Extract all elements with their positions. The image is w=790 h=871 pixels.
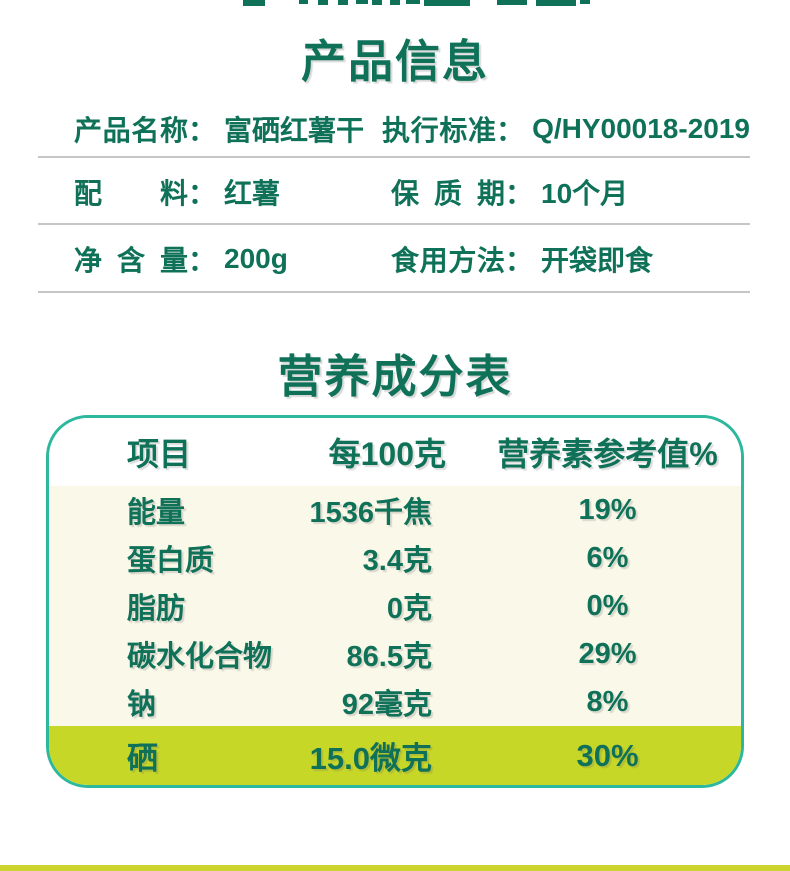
net-weight-label: 净含量	[74, 244, 188, 276]
nutrition-row-sodium: 钠 92毫克 8%	[49, 678, 741, 726]
header-item: 项目	[127, 436, 192, 472]
usage-cell: 食用方法： 开袋即食	[391, 239, 750, 279]
colon: ：	[188, 244, 217, 276]
item-nrv: 19%	[578, 493, 637, 526]
next-section-edge-strip	[0, 865, 790, 871]
nutrition-header-row: 项目 每100克 营养素参考值%	[49, 418, 741, 486]
item-name: 能量	[127, 497, 186, 529]
standard-label: 执行标准	[382, 114, 497, 146]
item-nrv: 30%	[576, 737, 639, 773]
nutrition-row-selenium-highlight: 硒 15.0微克 30%	[49, 726, 741, 785]
shelf-life-cell: 保质期： 10个月	[391, 172, 750, 212]
net-weight-cell: 净含量： 200g	[40, 239, 391, 279]
item-amount: 1536千焦	[309, 497, 432, 529]
nutrition-row-fat: 脂肪 0克 0%	[49, 582, 741, 630]
header-nrv: 营养素参考值%	[497, 436, 718, 472]
clipped-previous-section-remnant	[0, 0, 790, 7]
item-nrv: 29%	[578, 637, 637, 670]
product-name-value: 富硒红薯干	[224, 114, 365, 146]
product-info-row: 净含量： 200g 食用方法： 开袋即食	[40, 226, 750, 291]
nutrition-facts-table: 项目 每100克 营养素参考值% 能量 1536千焦 19% 蛋白质 3.4克 …	[46, 415, 744, 788]
nutrition-row-energy: 能量 1536千焦 19%	[49, 486, 741, 534]
item-name: 碳水化合物	[127, 641, 273, 673]
standard-value: Q/HY00018-2019	[532, 112, 750, 144]
product-info-row: 配料： 红薯 保质期： 10个月	[40, 160, 750, 223]
item-nrv: 0%	[586, 589, 629, 622]
item-name: 蛋白质	[127, 545, 215, 577]
section-title-nutrition: 营养成分表	[277, 351, 513, 402]
item-amount: 3.4克	[362, 545, 432, 577]
row-divider	[38, 156, 750, 158]
shelf-life-label: 保质期	[391, 177, 505, 209]
item-amount: 92毫克	[341, 689, 432, 721]
ingredients-label: 配料	[74, 177, 188, 209]
header-amount: 每100克	[328, 436, 446, 472]
net-weight-value: 200g	[224, 242, 288, 274]
item-nrv: 6%	[586, 541, 629, 574]
colon: ：	[505, 244, 534, 276]
colon: ：	[188, 177, 217, 209]
nutrition-row-carbohydrate: 碳水化合物 86.5克 29%	[49, 630, 741, 678]
item-nrv: 8%	[586, 685, 629, 718]
usage-value: 开袋即食	[541, 244, 654, 276]
section-title-product-info: 产品信息	[300, 36, 489, 87]
colon: ：	[188, 114, 217, 146]
item-amount: 86.5克	[346, 641, 432, 673]
row-divider	[38, 291, 750, 293]
shelf-life-value: 10个月	[541, 177, 629, 209]
standard-cell: 执行标准： Q/HY00018-2019	[382, 109, 750, 149]
item-name: 脂肪	[127, 593, 186, 625]
row-divider	[38, 223, 750, 225]
colon: ：	[496, 114, 525, 146]
usage-label: 食用方法	[391, 244, 505, 276]
item-name: 硒	[127, 741, 158, 776]
colon: ：	[505, 177, 534, 209]
product-name-cell: 产品名称： 富硒红薯干	[40, 109, 382, 149]
product-name-label: 产品名称	[74, 114, 188, 146]
nutrition-row-protein: 蛋白质 3.4克 6%	[49, 534, 741, 582]
product-info-row: 产品名称： 富硒红薯干 执行标准： Q/HY00018-2019	[40, 100, 750, 157]
item-name: 钠	[127, 689, 157, 721]
nutrition-body: 能量 1536千焦 19% 蛋白质 3.4克 6% 脂肪 0克 0% 碳水化合物…	[49, 486, 741, 726]
ingredients-value: 红薯	[224, 177, 281, 209]
ingredients-cell: 配料： 红薯	[40, 172, 391, 212]
item-amount: 0克	[386, 593, 432, 625]
item-amount: 15.0微克	[309, 741, 432, 776]
